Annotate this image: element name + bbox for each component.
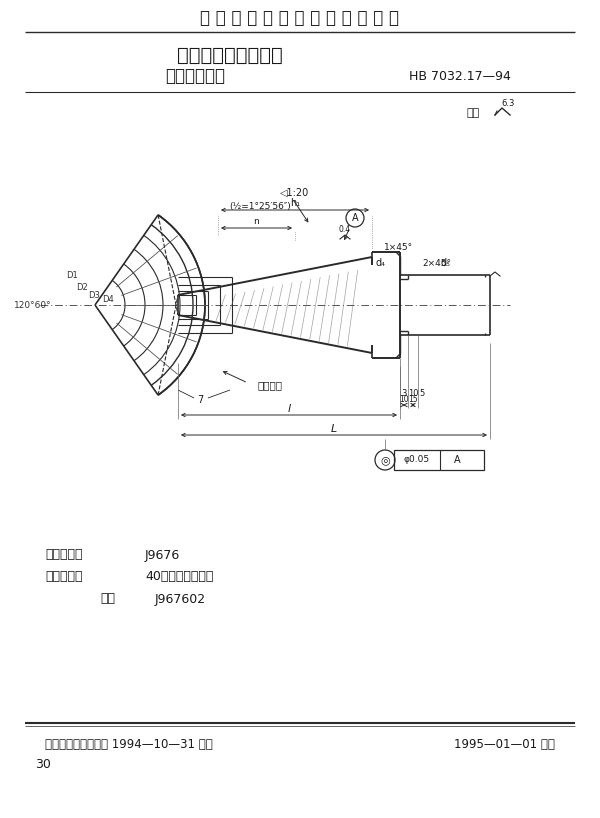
Text: 3: 3 <box>401 389 407 398</box>
Text: ◎: ◎ <box>380 455 390 465</box>
Text: J9676: J9676 <box>145 549 180 561</box>
Text: 2×45°: 2×45° <box>422 258 452 267</box>
Text: 6.3: 6.3 <box>502 100 515 109</box>
Text: 5: 5 <box>419 389 425 398</box>
Text: 7: 7 <box>197 395 203 405</box>
Text: L: L <box>331 424 337 434</box>
Text: A: A <box>352 213 358 223</box>
Bar <box>394 450 484 470</box>
Text: HB 7032.17—94: HB 7032.17—94 <box>409 70 511 83</box>
Text: 夹具通用元件其它件: 夹具通用元件其它件 <box>177 46 283 65</box>
Text: 15: 15 <box>408 395 418 404</box>
Text: D3: D3 <box>88 291 100 300</box>
Text: 10: 10 <box>399 395 409 404</box>
Text: 30: 30 <box>35 757 51 771</box>
Text: 公制圆锥: 公制圆锥 <box>257 380 283 390</box>
Text: ◁1:20: ◁1:20 <box>280 188 310 198</box>
Text: n: n <box>254 218 259 227</box>
Text: D1: D1 <box>66 271 78 280</box>
Text: 中 华 人 民 共 和 国 航 空 工 业 标 准: 中 华 人 民 共 和 国 航 空 工 业 标 准 <box>200 9 400 27</box>
Text: (½=1°25′56″): (½=1°25′56″) <box>229 203 291 212</box>
Text: 中国航空工业总公司 1994—10—31 发布: 中国航空工业总公司 1994—10—31 发布 <box>45 738 213 750</box>
Text: 公制圆锥尾柄: 公制圆锥尾柄 <box>165 67 225 85</box>
Text: D4: D4 <box>102 295 114 304</box>
Text: d₅: d₅ <box>440 258 450 268</box>
Text: 40号公制锥尾柄：: 40号公制锥尾柄： <box>145 570 214 583</box>
Text: 1×45°: 1×45° <box>385 244 413 253</box>
Text: 120°60°: 120°60° <box>14 300 52 309</box>
Text: 0.4: 0.4 <box>339 226 351 235</box>
Text: φ0.05: φ0.05 <box>404 456 430 465</box>
Text: 分类代号：: 分类代号： <box>45 549 83 561</box>
Text: 10: 10 <box>408 389 418 398</box>
Text: 标记示例：: 标记示例： <box>45 570 83 583</box>
Text: d₄: d₄ <box>375 258 385 268</box>
Text: l: l <box>287 404 290 414</box>
Text: D2: D2 <box>76 282 88 291</box>
Text: 其余: 其余 <box>467 108 480 118</box>
Text: 1995—01—01 实施: 1995—01—01 实施 <box>454 738 555 750</box>
Text: h₁: h₁ <box>290 198 300 208</box>
Text: J967602: J967602 <box>155 592 206 605</box>
Text: A: A <box>454 455 460 465</box>
Text: 尾柄: 尾柄 <box>100 592 115 605</box>
